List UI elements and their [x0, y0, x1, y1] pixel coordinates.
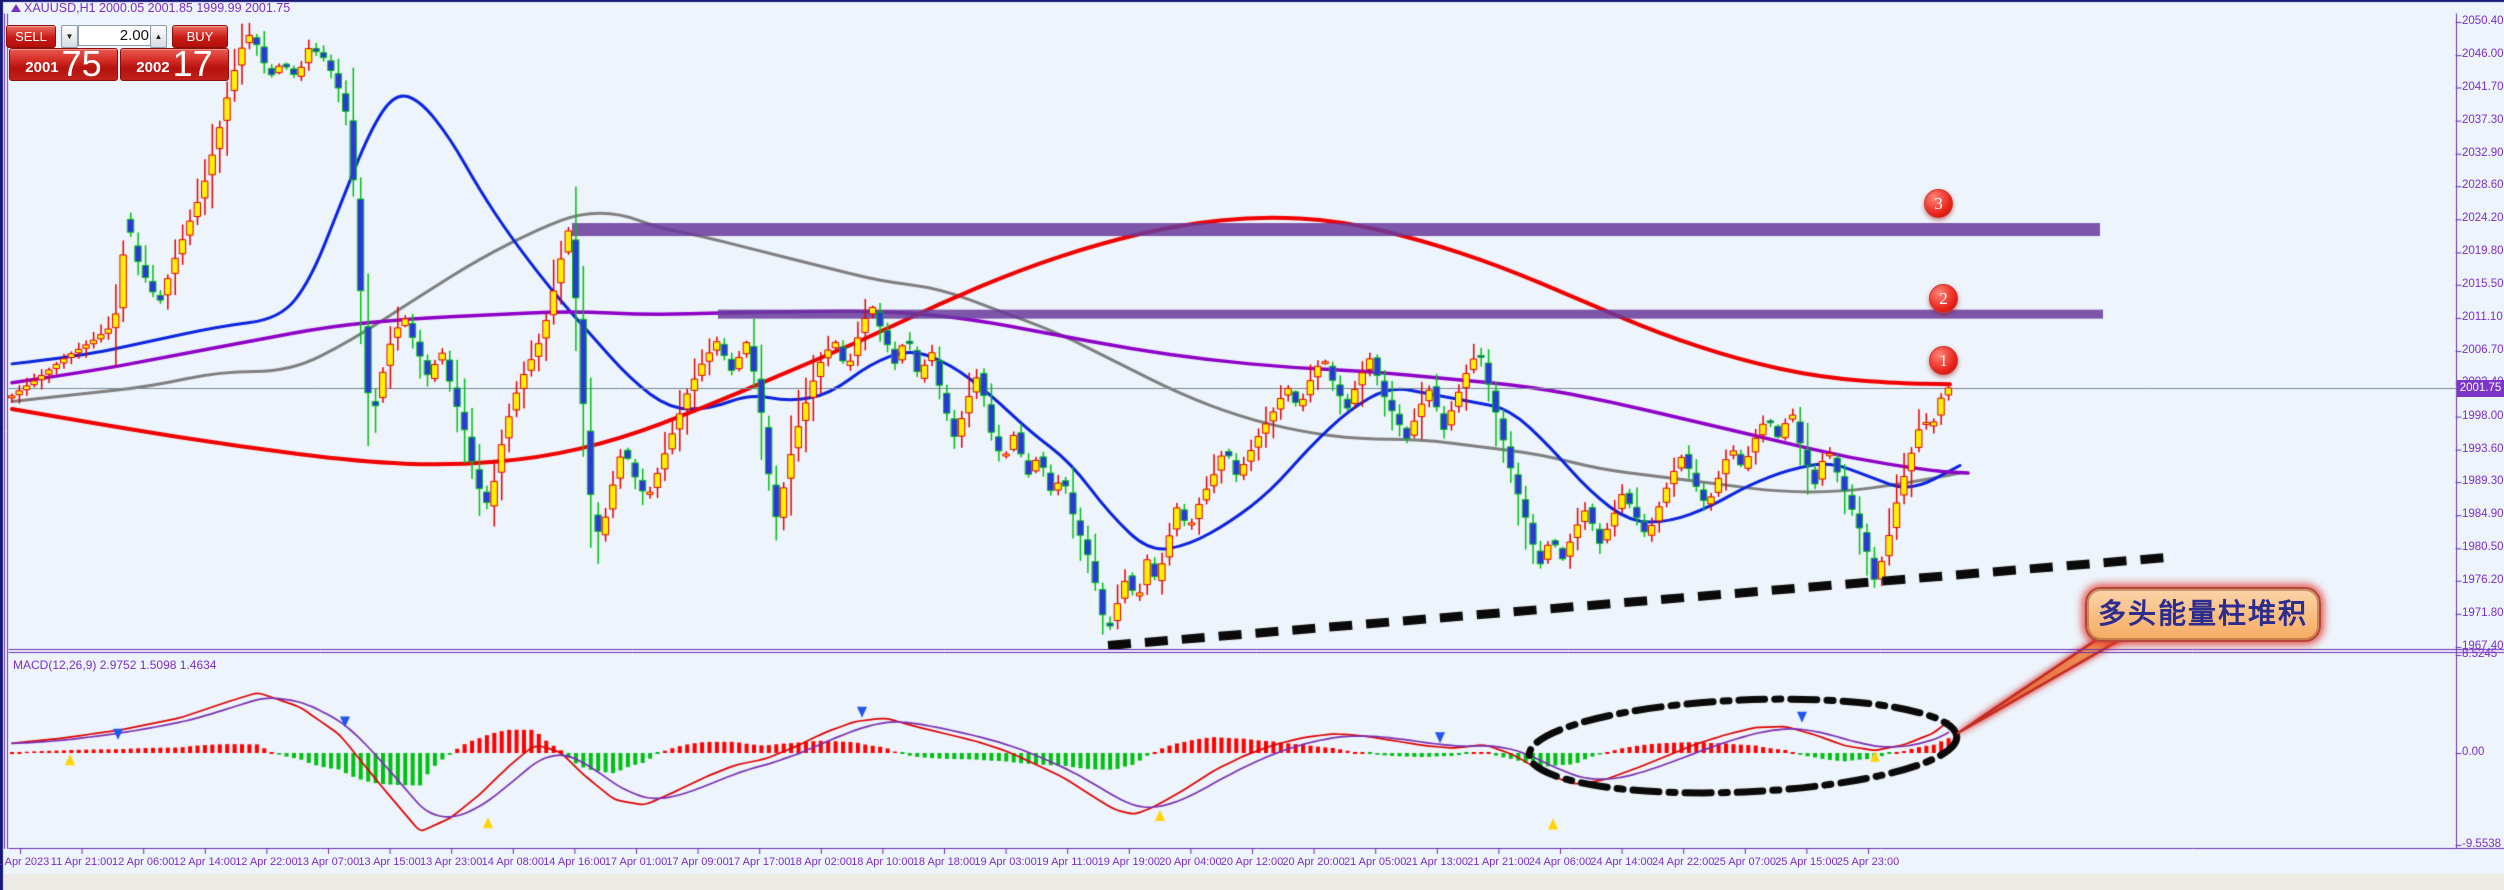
volume-decrease-button[interactable]: ▼	[61, 25, 78, 48]
time-axis-label: 18 Apr 10:00	[851, 856, 914, 868]
time-axis-label: 24 Apr 22:00	[1651, 856, 1715, 868]
time-axis-label: 12 Apr 14:00	[173, 856, 236, 868]
price-axis-label: 2046.00	[2462, 48, 2504, 61]
price-axis-label: 2037.30	[2462, 113, 2504, 126]
time-axis-label: 11 Apr 2023	[0, 856, 50, 868]
time-axis-label: 17 Apr 01:00	[604, 856, 668, 868]
time-axis-label: 19 Apr 03:00	[974, 856, 1037, 868]
time-axis-label: 21 Apr 13:00	[1405, 856, 1468, 868]
macd-axis-zero: 0.00	[2462, 746, 2485, 758]
current-price-badge: 2001.75	[2457, 380, 2504, 397]
price-axis-label: 2032.90	[2462, 146, 2504, 159]
time-axis-label: 21 Apr 21:00	[1467, 856, 1530, 868]
time-axis-label: 13 Apr 07:00	[296, 856, 360, 868]
sell-button[interactable]: SELL	[6, 25, 56, 48]
time-axis-label: 11 Apr 21:00	[50, 856, 113, 868]
price-axis-label: 2011.10	[2462, 310, 2503, 323]
price-axis-label: 2024.20	[2462, 212, 2504, 225]
price-axis-label: 1993.60	[2462, 442, 2504, 455]
annotation-callout[interactable]: 多头能量柱堆积	[2085, 587, 2321, 642]
macd-axis-bottom: -9.5538	[2462, 838, 2502, 850]
price-axis-label: 2006.70	[2462, 344, 2504, 357]
time-axis-label: 18 Apr 02:00	[789, 856, 852, 868]
chevron-up-icon: ▲	[154, 32, 163, 41]
time-axis-label: 14 Apr 16:00	[543, 856, 606, 868]
time-axis-label: 13 Apr 15:00	[358, 856, 421, 868]
price-axis-label: 1980.50	[2462, 541, 2504, 554]
time-axis-label: 21 Apr 05:00	[1343, 856, 1407, 868]
sell-price-tile[interactable]: 2001 75	[9, 43, 118, 84]
price-axis-label: 1971.80	[2462, 606, 2504, 619]
time-axis-label: 20 Apr 20:00	[1282, 856, 1345, 868]
sell-price-main: 2001	[25, 59, 59, 76]
price-axis-label: 1967.40	[2462, 640, 2504, 652]
macd-indicator-label: MACD(12,26,9) 2.9752 1.5098 1.4634	[13, 658, 217, 672]
buy-price-pips: 17	[172, 43, 213, 84]
volume-increase-button[interactable]: ▲	[150, 25, 167, 48]
price-axis-label: 2050.40	[2462, 15, 2504, 27]
time-axis-label: 12 Apr 06:00	[111, 856, 175, 868]
level-marker-3[interactable]: 3	[1924, 189, 1953, 218]
price-axis-label: 1984.90	[2462, 508, 2504, 521]
time-axis-label: 18 Apr 18:00	[912, 856, 976, 868]
time-axis-label: 24 Apr 06:00	[1528, 856, 1592, 868]
time-axis-label: 20 Apr 12:00	[1220, 856, 1284, 868]
time-axis-label: 12 Apr 22:00	[235, 856, 298, 868]
price-axis-label: 1976.20	[2462, 573, 2504, 586]
time-axis-label: 13 Apr 23:00	[419, 856, 483, 868]
chevron-down-icon: ▼	[65, 32, 74, 41]
price-axis-label: 2019.80	[2462, 245, 2504, 258]
buy-price-main: 2002	[136, 59, 170, 76]
time-axis-label: 20 Apr 04:00	[1159, 856, 1222, 868]
price-axis-label: 2041.70	[2462, 80, 2504, 93]
time-axis-label: 25 Apr 07:00	[1713, 856, 1776, 868]
level-marker-1[interactable]: 1	[1929, 346, 1958, 375]
price-axis-label: 1989.30	[2462, 475, 2504, 488]
time-axis-label: 25 Apr 23:00	[1836, 856, 1900, 868]
sell-price-pips: 75	[61, 43, 102, 84]
symbol-marker-icon	[11, 4, 21, 12]
level-marker-2[interactable]: 2	[1929, 284, 1958, 313]
time-axis-label: 14 Apr 08:00	[481, 856, 544, 868]
time-axis-label: 25 Apr 15:00	[1775, 856, 1838, 868]
time-axis-label: 24 Apr 14:00	[1590, 856, 1653, 868]
price-axis-label: 2015.50	[2462, 277, 2504, 290]
price-axis-label: 2028.60	[2462, 179, 2504, 192]
time-axis-label: 19 Apr 19:00	[1097, 856, 1160, 868]
time-axis-label: 17 Apr 09:00	[666, 856, 729, 868]
volume-input[interactable]	[78, 25, 158, 46]
time-axis-label: 19 Apr 11:00	[1036, 856, 1098, 868]
symbol-ohlc-info: XAUUSD,H1 2000.05 2001.85 1999.99 2001.7…	[24, 1, 291, 15]
buy-price-tile[interactable]: 2002 17	[120, 43, 229, 84]
macd-axis-top: 8.5245	[2462, 648, 2498, 660]
time-axis-label: 17 Apr 17:00	[727, 856, 791, 868]
price-axis-label: 1998.00	[2462, 409, 2504, 422]
buy-button[interactable]: BUY	[172, 25, 228, 48]
